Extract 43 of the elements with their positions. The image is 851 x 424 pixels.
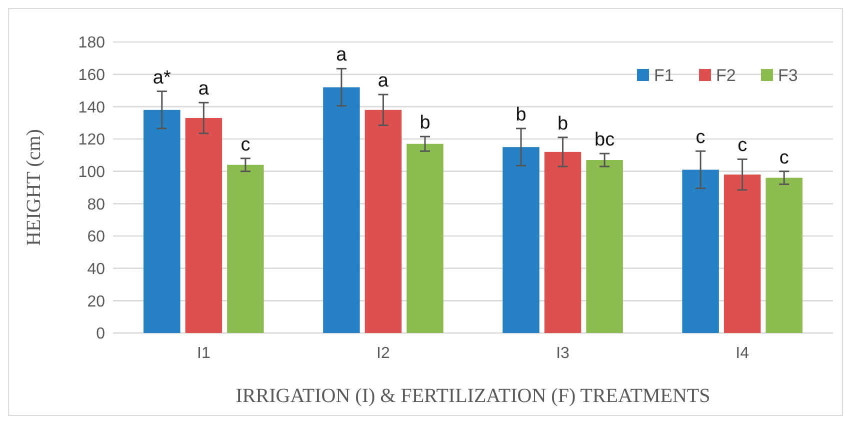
data-label: c [696,127,706,148]
data-label: c [738,135,748,156]
bar [502,147,540,333]
x-tick-label: I4 [736,345,750,362]
bar [406,144,444,333]
legend-label: F2 [716,66,736,85]
data-label: b [557,113,568,134]
bar [323,87,360,333]
y-tick-label: 80 [87,196,106,214]
y-axis-title: HEIGHT (cm) [23,129,45,246]
y-tick-label: 20 [87,293,106,310]
data-label: a [336,44,348,66]
bar [766,178,802,333]
data-label: bc [594,130,615,151]
data-label: a [378,70,389,92]
bar [364,110,402,333]
y-tick-label: 0 [96,326,106,343]
x-tick-label: I1 [197,345,210,362]
data-label: c [779,147,789,168]
y-tick-label: 40 [87,260,106,278]
data-label: c [240,134,250,156]
legend-label: F3 [778,66,798,85]
bar [544,152,582,333]
y-tick-label: 120 [78,132,106,149]
legend-label: F1 [654,66,674,85]
x-axis-title: IRRIGATION (I) & FERTILIZATION (F) TREATMENTS [236,385,710,407]
y-tick-label: 180 [78,34,106,52]
data-label: b [420,112,430,134]
bar [682,170,719,333]
bar [227,164,264,333]
y-tick-label: 60 [87,228,106,246]
y-tick-label: 140 [78,99,106,116]
y-tick-label: 100 [78,164,106,181]
bar [724,174,761,333]
bar [586,160,623,333]
bar [144,110,180,333]
data-label: a [198,78,210,100]
y-tick-label: 160 [78,66,106,84]
data-label: b [516,104,526,126]
data-label: a* [152,67,172,88]
x-tick-label: I2 [376,345,390,362]
x-tick-label: I3 [556,345,570,362]
bar [185,118,222,333]
